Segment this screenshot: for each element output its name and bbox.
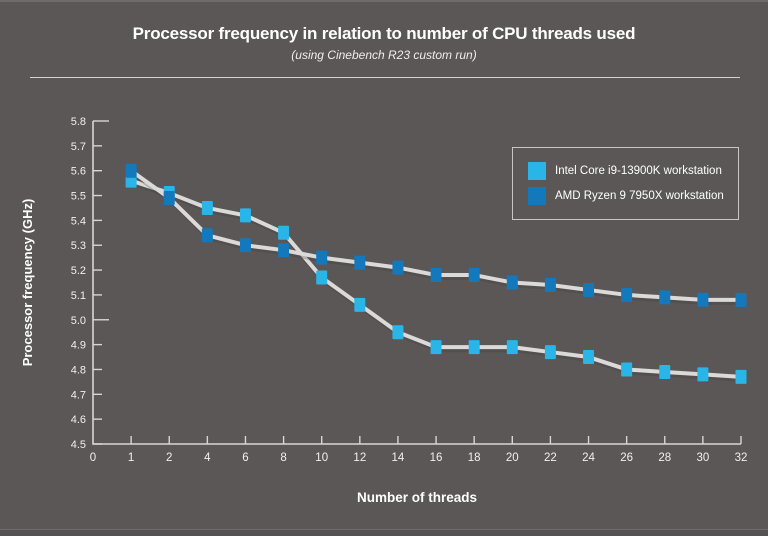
y-tick-label: 5.3 — [71, 240, 86, 252]
y-axis: 5.8 5.7 5.6 5.5 5.4 5.3 5.2 5.1 5.0 4.9 4.8 4.7 4.6 4… — [71, 116, 109, 451]
data-point-marker — [468, 268, 480, 283]
x-tick-label: 2 — [166, 452, 172, 464]
x-tick-label: 32 — [735, 452, 748, 464]
bottom-edge — [0, 529, 768, 536]
x-axis-title: Number of threads — [357, 490, 477, 505]
y-axis-title: Processor frequency (GHz) — [20, 199, 35, 367]
data-point-marker — [659, 364, 671, 379]
x-tick-label: 16 — [430, 452, 443, 464]
y-tick-label: 5.4 — [71, 215, 86, 227]
x-tick-label: 18 — [468, 452, 481, 464]
y-tick-label: 5.0 — [71, 315, 86, 327]
y-tick-label: 4.6 — [71, 414, 86, 426]
x-tick-label: 24 — [582, 452, 595, 464]
y-tick-label: 5.8 — [71, 116, 86, 128]
legend-swatch-amd — [528, 187, 546, 205]
data-point-marker — [316, 250, 328, 265]
legend-item-intel: Intel Core i9-13900K workstation — [528, 162, 738, 180]
y-tick-label: 4.7 — [71, 389, 86, 401]
legend-label-intel: Intel Core i9-13900K workstation — [555, 165, 722, 177]
x-tick-label: 8 — [280, 452, 286, 464]
y-tick-label: 5.2 — [71, 265, 86, 277]
data-point-marker — [583, 350, 595, 365]
y-tick-label: 4.9 — [71, 340, 86, 352]
legend: Intel Core i9-13900K workstation AMD Ryz… — [512, 147, 739, 220]
y-tick-label: 5.6 — [71, 166, 86, 178]
data-point-marker — [697, 292, 709, 307]
y-tick-label: 5.1 — [71, 290, 86, 302]
data-point-marker — [430, 268, 442, 283]
data-point-marker — [239, 238, 251, 253]
x-tick-label: 12 — [353, 452, 366, 464]
data-point-marker — [544, 277, 556, 292]
chart-title: Processor frequency in relation to numbe… — [132, 24, 636, 43]
series-markers-1 — [125, 163, 747, 307]
x-tick-label: 22 — [544, 452, 557, 464]
data-point-marker — [316, 270, 328, 285]
y-tick-label: 4.8 — [71, 364, 86, 376]
x-tick-label: 14 — [392, 452, 405, 464]
legend-item-amd: AMD Ryzen 9 7950X workstation — [528, 187, 738, 205]
data-point-marker — [583, 282, 595, 297]
data-point-marker — [735, 369, 747, 384]
data-point-marker — [621, 287, 633, 302]
y-tick-label: 4.5 — [71, 439, 86, 451]
x-tick-label: 28 — [658, 452, 671, 464]
data-point-marker — [506, 340, 518, 355]
data-point-marker — [430, 340, 442, 355]
x-tick-label: 4 — [204, 452, 211, 464]
legend-swatch-intel — [528, 162, 546, 180]
y-tick-label: 5.5 — [71, 191, 86, 203]
x-tick-label: 0 — [90, 452, 96, 464]
y-tick-label: 5.7 — [71, 141, 86, 153]
data-point-marker — [278, 243, 290, 258]
x-tick-label: 10 — [315, 452, 328, 464]
x-tick-label: 6 — [242, 452, 248, 464]
data-point-marker — [278, 225, 290, 240]
data-point-marker — [468, 340, 480, 355]
legend-label-amd: AMD Ryzen 9 7950X workstation — [555, 190, 724, 202]
data-point-marker — [201, 228, 213, 243]
x-tick-label: 20 — [506, 452, 519, 464]
data-point-marker — [544, 345, 556, 360]
chart-subtitle: (using Cinebench R23 custom run) — [291, 48, 477, 62]
data-point-marker — [354, 255, 366, 270]
data-point-marker — [163, 191, 175, 206]
x-tick-label: 26 — [620, 452, 633, 464]
data-point-marker — [735, 292, 747, 307]
x-tick-label: 1 — [128, 452, 134, 464]
x-axis: 0 1 2 4 6 8 10 12 14 16 18 20 22 24 26 28 30 32 — [90, 436, 748, 464]
data-point-marker — [697, 367, 709, 382]
x-tick-label: 30 — [696, 452, 709, 464]
data-point-marker — [659, 290, 671, 305]
data-point-marker — [392, 325, 404, 340]
header-separator — [30, 77, 740, 78]
data-point-marker — [354, 297, 366, 312]
data-point-marker — [506, 275, 518, 290]
data-point-marker — [621, 362, 633, 377]
top-edge — [0, 0, 768, 2]
data-point-marker — [125, 163, 137, 178]
data-point-marker — [239, 208, 251, 223]
data-point-marker — [201, 200, 213, 215]
data-point-marker — [392, 260, 404, 275]
